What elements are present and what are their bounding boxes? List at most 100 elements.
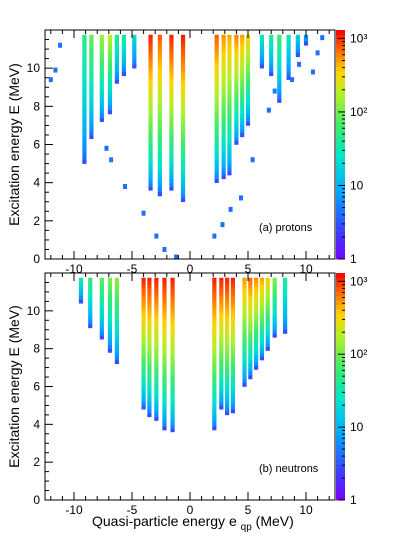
heatmap-cell bbox=[245, 110, 251, 115]
heatmap-cell bbox=[214, 175, 219, 180]
heatmap-cell bbox=[169, 148, 174, 153]
heatmap-cell bbox=[214, 71, 219, 77]
heatmap-cell bbox=[157, 100, 162, 105]
heatmap-cell bbox=[169, 34, 174, 38]
heatmap-cell bbox=[254, 339, 259, 344]
heatmap-point-18 bbox=[297, 61, 302, 67]
heatmap-cell bbox=[121, 37, 126, 42]
heatmap-cell bbox=[107, 91, 113, 96]
x-axis-title-main: Quasi-particle energy e bbox=[92, 513, 241, 529]
heatmap-column-15 bbox=[240, 34, 245, 138]
heatmap-cell bbox=[88, 290, 93, 295]
heatmap-cell bbox=[180, 171, 186, 176]
heatmap-cell bbox=[180, 102, 186, 107]
heatmap-cell bbox=[147, 322, 152, 327]
heatmap-cell bbox=[212, 277, 217, 279]
heatmap-cell bbox=[248, 314, 253, 319]
heatmap-cell bbox=[214, 60, 219, 65]
heatmap-cell bbox=[242, 280, 247, 285]
heatmap-cell bbox=[219, 295, 224, 300]
heatmap-cell bbox=[212, 399, 217, 404]
heatmap-cell bbox=[157, 50, 162, 56]
heatmap-cell bbox=[259, 41, 265, 46]
heatmap-cell bbox=[180, 186, 186, 191]
heatmap-cell bbox=[78, 295, 84, 300]
heatmap-cell bbox=[88, 286, 93, 291]
heatmap-cell bbox=[259, 341, 265, 346]
heatmap-cell bbox=[234, 56, 239, 61]
heatmap-cell bbox=[303, 37, 309, 42]
colorbar-swatch bbox=[336, 468, 345, 474]
heatmap-cell bbox=[99, 278, 104, 283]
heatmap-cell bbox=[162, 308, 167, 314]
heatmap-column-1 bbox=[88, 277, 93, 329]
x-tick-label: 5 bbox=[245, 503, 252, 517]
heatmap-cell bbox=[234, 110, 239, 115]
heatmap-cell bbox=[89, 58, 94, 63]
heatmap-cell bbox=[234, 75, 239, 80]
colorbar-swatch bbox=[336, 486, 345, 492]
heatmap-cell bbox=[225, 377, 230, 382]
heatmap-cell bbox=[121, 60, 126, 65]
heatmap-cell bbox=[154, 375, 159, 380]
heatmap-cell bbox=[148, 75, 153, 80]
heatmap-cell bbox=[141, 291, 146, 296]
heatmap-cell bbox=[88, 278, 93, 283]
heatmap-cell bbox=[141, 288, 146, 293]
heatmap-cell bbox=[114, 49, 120, 54]
heatmap-cell bbox=[259, 291, 265, 296]
heatmap-cell bbox=[169, 94, 174, 99]
heatmap-cell bbox=[212, 380, 217, 385]
heatmap-cell bbox=[225, 342, 230, 348]
heatmap-cell bbox=[170, 412, 175, 418]
heatmap-cell bbox=[170, 378, 175, 384]
heatmap-cell bbox=[141, 352, 146, 357]
heatmap-column-0 bbox=[82, 34, 87, 164]
heatmap-cell bbox=[265, 286, 270, 291]
heatmap-cell bbox=[212, 308, 217, 314]
heatmap-cell bbox=[212, 373, 217, 378]
heatmap-column-4 bbox=[114, 277, 120, 365]
heatmap-cell bbox=[230, 284, 236, 289]
heatmap-cell bbox=[154, 405, 159, 410]
heatmap-cell bbox=[230, 337, 236, 342]
heatmap-cell bbox=[219, 401, 224, 406]
heatmap-cell bbox=[234, 49, 239, 54]
heatmap-cell bbox=[180, 197, 186, 203]
heatmap-cell bbox=[107, 284, 113, 289]
y-tick-label: 0 bbox=[33, 493, 40, 507]
heatmap-cell bbox=[148, 155, 153, 161]
heatmap-cell bbox=[180, 125, 186, 130]
heatmap-cell bbox=[148, 68, 153, 73]
heatmap-cell bbox=[259, 277, 265, 281]
colorbar-swatch bbox=[336, 190, 345, 196]
heatmap-cell bbox=[295, 41, 300, 46]
heatmap-cell bbox=[221, 121, 226, 126]
colorbar-swatch bbox=[336, 39, 345, 45]
heatmap-cell bbox=[259, 64, 265, 69]
heatmap-cell bbox=[147, 360, 152, 365]
heatmap-cell bbox=[121, 56, 126, 61]
heatmap-cell bbox=[148, 113, 153, 119]
x-tick-label: 0 bbox=[187, 503, 194, 517]
heatmap-cell bbox=[162, 384, 167, 389]
heatmap-cell bbox=[148, 45, 153, 50]
heatmap-cell bbox=[230, 397, 236, 402]
colorbar-swatch bbox=[336, 436, 345, 442]
heatmap-cell bbox=[254, 290, 259, 295]
heatmap-cell bbox=[245, 79, 251, 84]
heatmap-cell bbox=[141, 356, 146, 361]
heatmap-cell bbox=[89, 81, 94, 86]
heatmap-cell bbox=[219, 390, 224, 395]
heatmap-cell bbox=[225, 297, 230, 302]
heatmap-cell bbox=[227, 113, 232, 119]
heatmap-cell bbox=[169, 175, 174, 180]
heatmap-cell bbox=[169, 171, 174, 176]
heatmap-cell bbox=[107, 98, 113, 103]
heatmap-cell bbox=[225, 392, 230, 397]
heatmap-cell bbox=[245, 121, 251, 126]
heatmap-cell bbox=[221, 175, 226, 180]
heatmap-cell bbox=[148, 159, 153, 164]
heatmap-cell bbox=[89, 104, 94, 109]
heatmap-cell bbox=[265, 339, 270, 344]
